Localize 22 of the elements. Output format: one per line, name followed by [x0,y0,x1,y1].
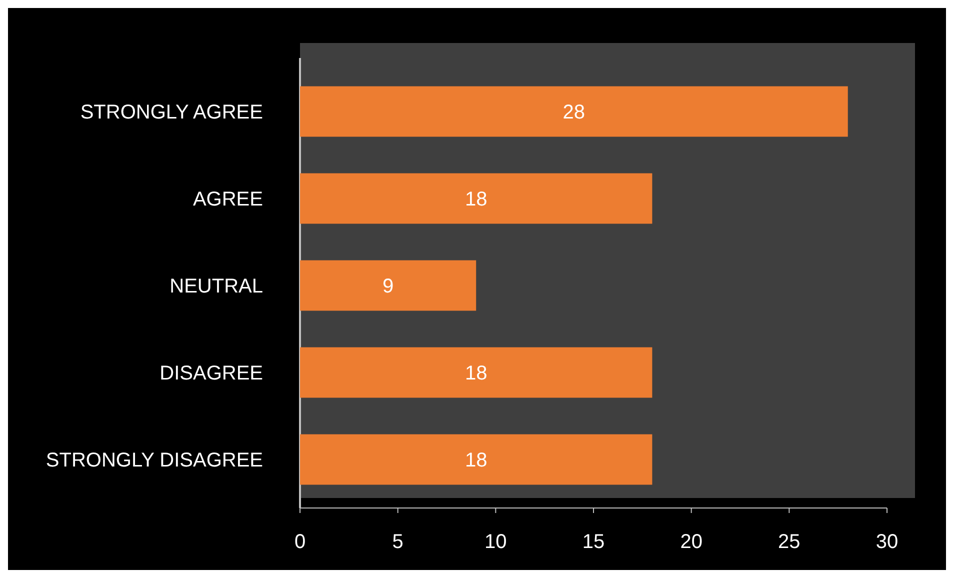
bar [300,434,652,485]
y-tick-label: STRONGLY DISAGREE [46,450,263,472]
x-tick-label: 10 [484,531,507,553]
y-tick-label: STRONGLY AGREE [80,102,263,124]
bar [300,347,652,398]
data-label: 18 [464,362,488,384]
bar [300,173,652,224]
x-tick-label: 0 [294,531,306,553]
data-label: 18 [464,188,488,210]
x-tick-label: 30 [876,531,898,553]
bar [300,260,476,311]
y-tick-label: DISAGREE [160,362,263,384]
y-tick-label: NEUTRAL [170,276,263,298]
x-tick-label: 25 [778,531,800,553]
data-label: 9 [382,276,394,298]
x-tick-label: 5 [392,531,404,553]
y-tick-label: AGREE [192,188,263,210]
x-tick-label: 20 [680,531,702,553]
bar [300,86,848,137]
data-label: 18 [464,450,488,472]
x-tick-label: 15 [582,531,605,553]
data-label: 28 [562,102,586,124]
